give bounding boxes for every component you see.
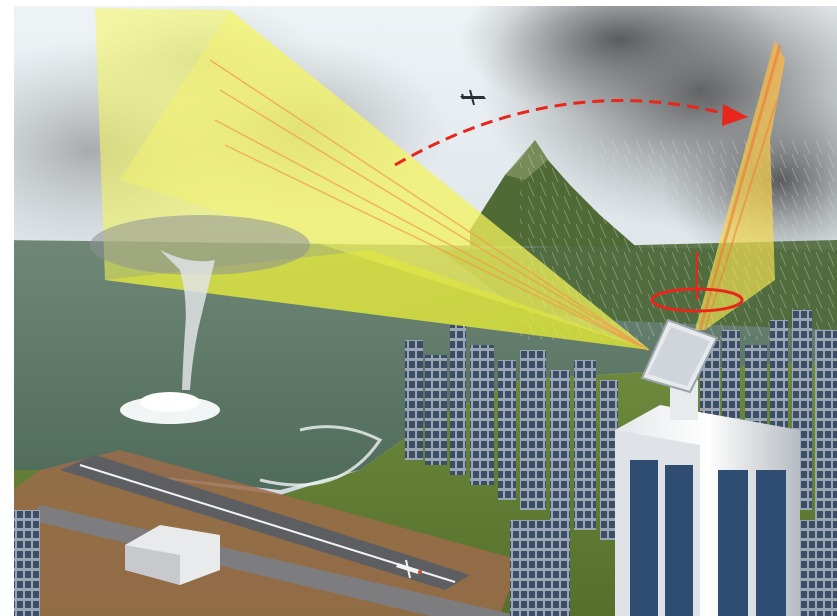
aircraft-in-flight (460, 89, 486, 106)
rotation-arrow (394, 99, 748, 167)
airport-runway (60, 455, 470, 590)
radar-tower (615, 380, 800, 616)
radar-beam-horizontal (95, 8, 650, 351)
phased-array-radar (640, 318, 719, 394)
radar-beam-vertical (695, 40, 785, 331)
waterspout (90, 215, 310, 424)
aircraft-on-runway (396, 559, 422, 579)
airport-terminal (125, 525, 220, 585)
surf-line (259, 425, 383, 487)
top-border (0, 0, 837, 6)
left-border (0, 0, 14, 616)
